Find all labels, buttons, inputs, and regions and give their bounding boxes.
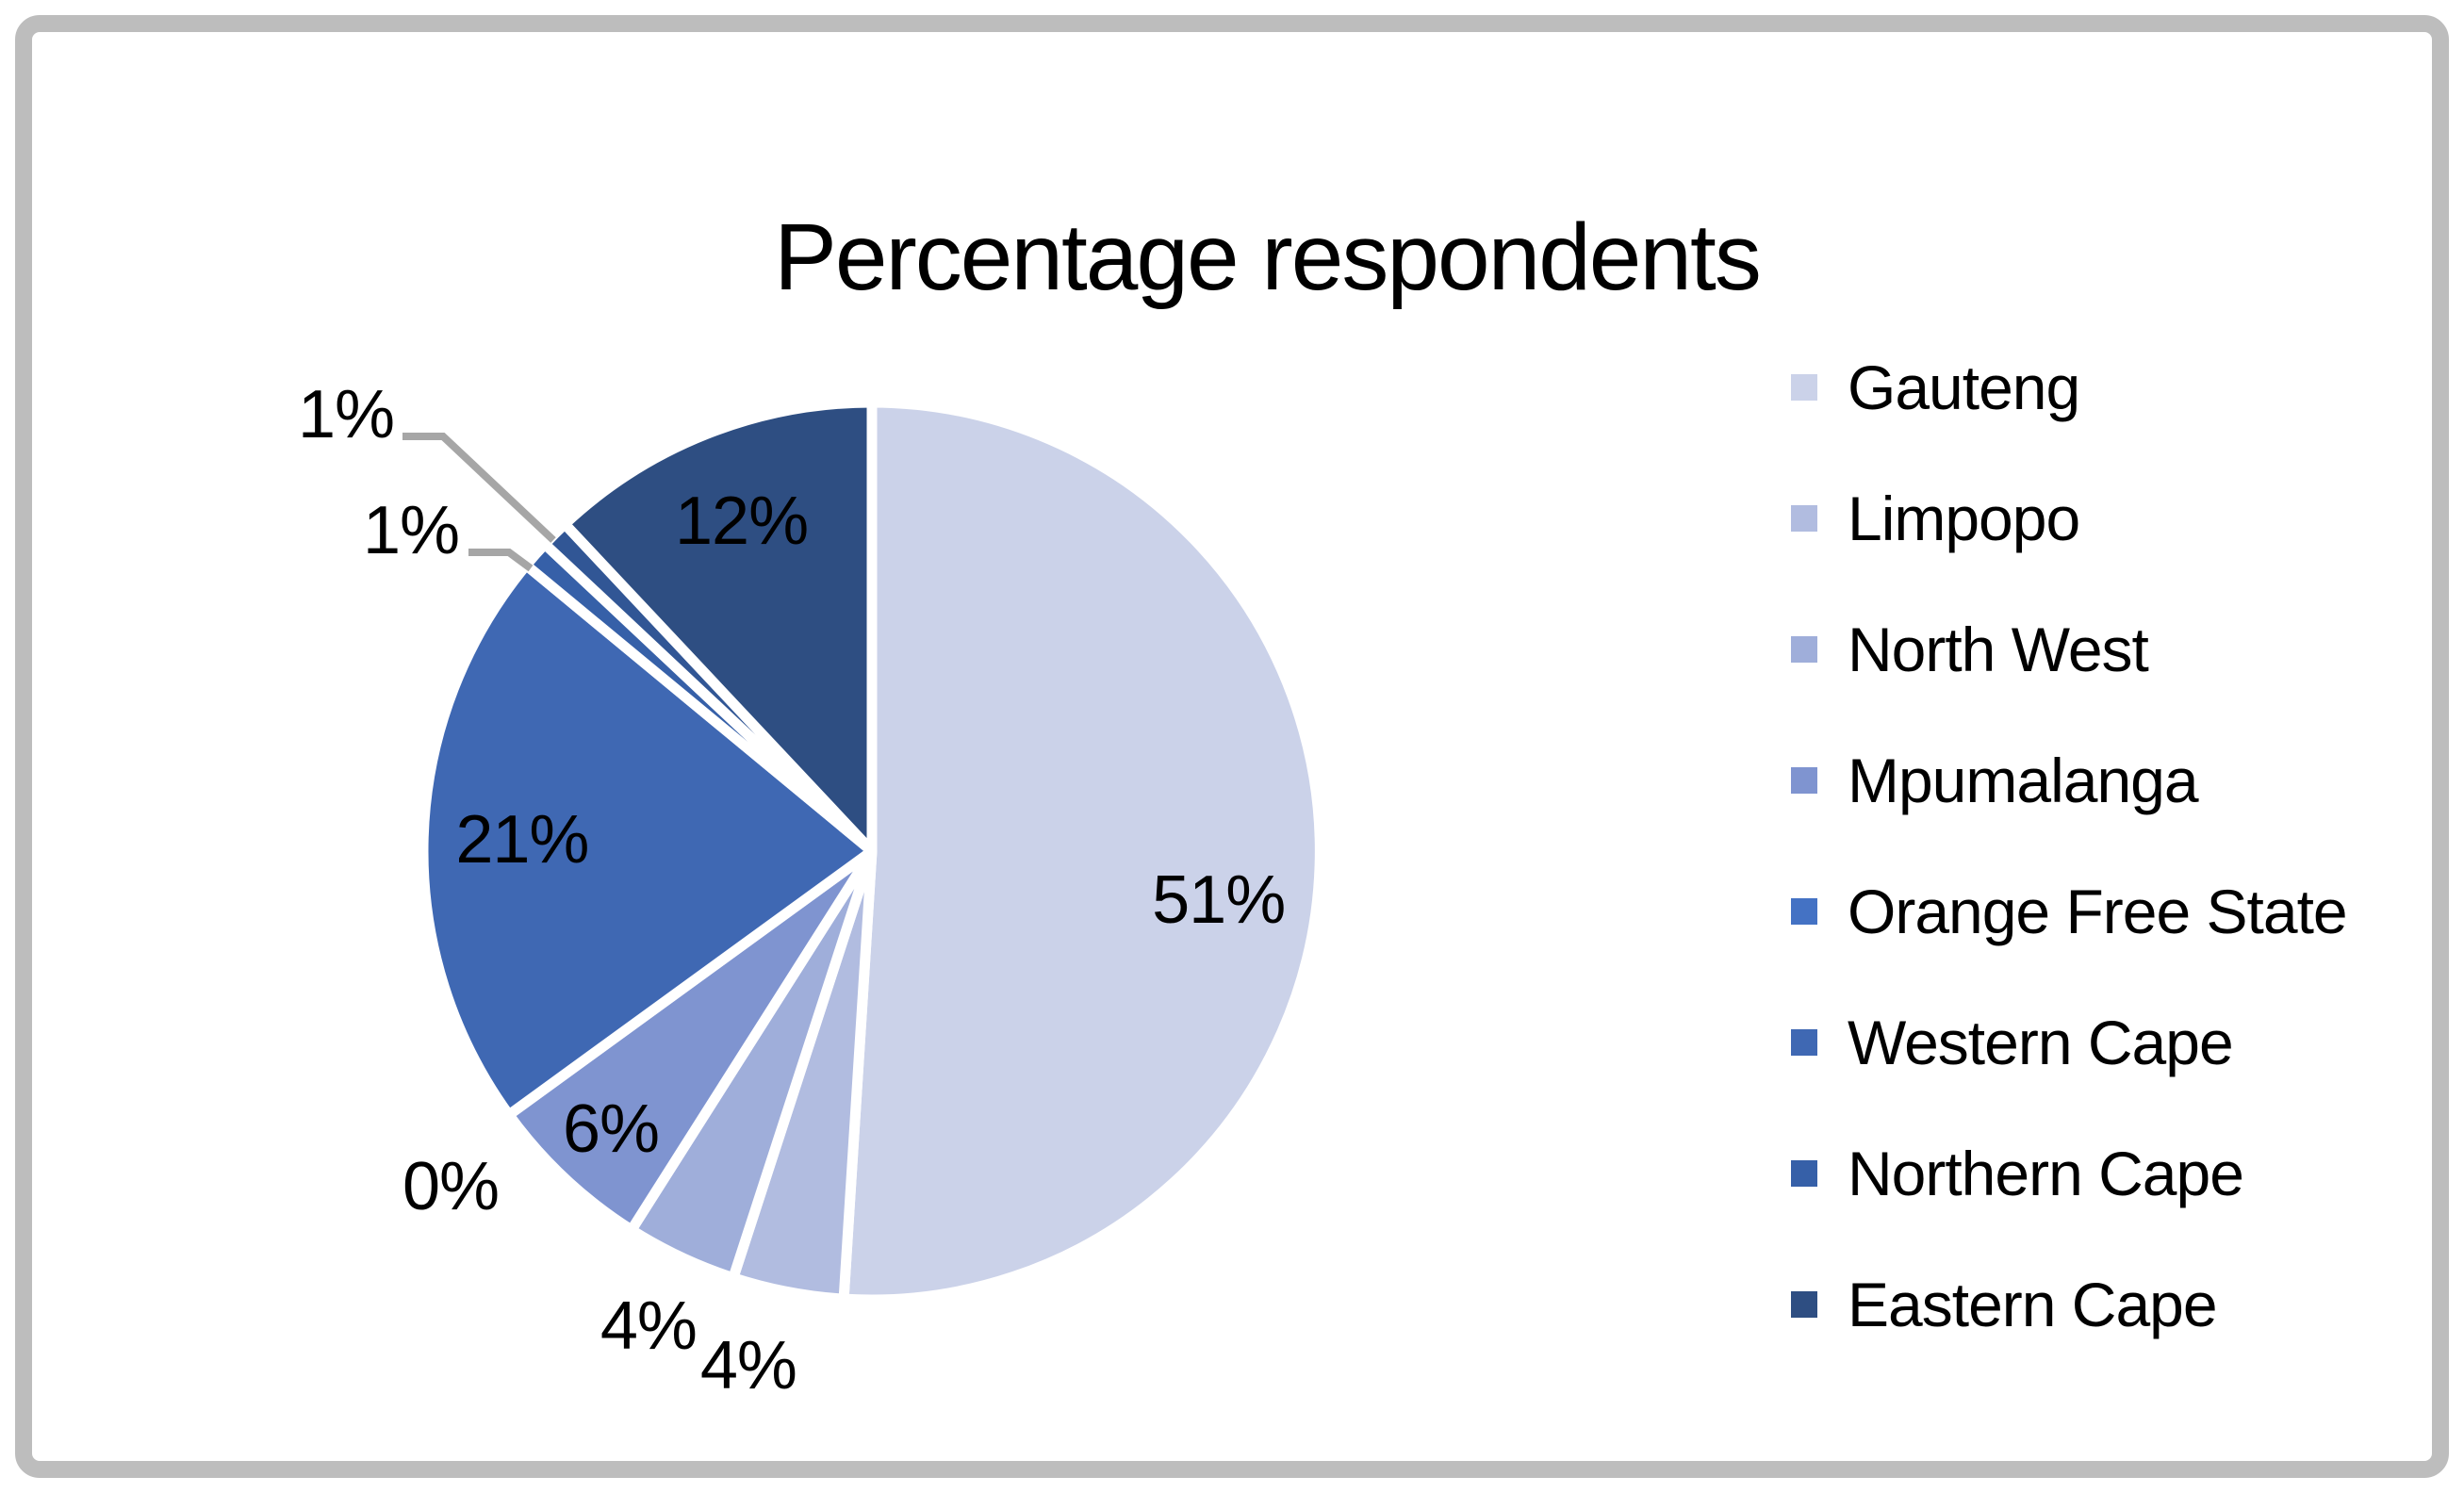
legend-label-orange-free-state: Orange Free State [1848, 876, 2348, 946]
legend-label-mpumalanga: Mpumalanga [1848, 745, 2199, 815]
data-label-gauteng: 51% [1152, 861, 1286, 938]
data-label-north-west: 4% [600, 1288, 698, 1364]
legend-item-western-cape: Western Cape [1791, 976, 2347, 1107]
pie-slice-gauteng [838, 397, 1325, 1305]
legend-label-north-west: North West [1848, 614, 2149, 684]
data-label-orange-free-state: 0% [402, 1148, 500, 1224]
legend-swatch-north-west [1791, 635, 1817, 663]
pie-slice-western-cape [418, 560, 878, 1121]
legend-label-limpopo: Limpopo [1848, 483, 2080, 553]
legend-swatch-orange-free-state [1791, 897, 1817, 925]
data-label-slice-7: 1% [297, 377, 395, 452]
legend-item-mpumalanga: Mpumalanga [1791, 714, 2347, 845]
chart-title: Percentage respondents [774, 205, 1762, 310]
legend-item-north-west: North West [1791, 583, 2347, 714]
leader-line-northern-cape [468, 549, 534, 572]
legend-swatch-western-cape [1791, 1028, 1817, 1056]
legend-label-western-cape: Western Cape [1848, 1007, 2234, 1077]
legend-item-limpopo: Limpopo [1791, 452, 2347, 583]
pie-slice-mpumalanga [503, 845, 878, 1236]
legend-swatch-northern-cape [1791, 1159, 1817, 1187]
data-label-eastern-cape: 12% [675, 484, 809, 560]
legend-swatch-mpumalanga [1791, 766, 1817, 794]
legend-item-northern-cape: Northern Cape [1791, 1107, 2347, 1239]
data-label-northern-cape: 1% [362, 493, 460, 568]
legend-item-orange-free-state: Orange Free State [1791, 845, 2348, 976]
data-label-western-cape: 21% [455, 802, 589, 878]
legend-item-eastern-cape: Eastern Cape [1791, 1239, 2347, 1370]
legend: Gauteng Limpopo North West Mpumalanga Orange… [1791, 321, 2348, 1370]
pie-slices [418, 397, 1325, 1305]
leader-lines [402, 433, 556, 572]
legend-item-gauteng: Gauteng [1791, 321, 2347, 452]
data-label-mpumalanga: 6% [563, 1091, 660, 1167]
legend-swatch-gauteng [1791, 373, 1817, 401]
pie-slice-eastern-cape [559, 397, 878, 857]
legend-label-gauteng: Gauteng [1848, 352, 2080, 422]
legend-label-northern-cape: Northern Cape [1848, 1138, 2244, 1208]
legend-swatch-eastern-cape [1791, 1290, 1817, 1318]
data-label-limpopo: 4% [699, 1328, 797, 1404]
leader-line-slice-7 [402, 433, 556, 543]
legend-label-eastern-cape: Eastern Cape [1848, 1269, 2218, 1339]
legend-swatch-limpopo [1791, 504, 1817, 532]
